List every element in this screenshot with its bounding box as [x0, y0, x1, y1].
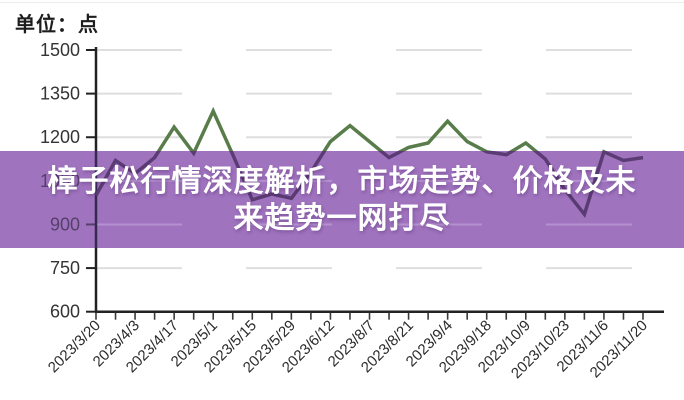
top-divider — [0, 2, 684, 3]
article-title-line1: 樟子松行情深度解析，市场走势、价格及未 — [47, 164, 637, 198]
y-axis-label-750: 750 — [50, 258, 80, 278]
y-axis-label-600: 600 — [50, 302, 80, 322]
article-title: 樟子松行情深度解析，市场走势、价格及未 来趋势一网打尽 — [0, 151, 684, 248]
y-axis-label-1350: 1350 — [40, 84, 80, 104]
unit-label: 单位：点 — [15, 14, 99, 36]
y-axis-label-1200: 1200 — [40, 127, 80, 147]
article-title-line2: 来趋势一网打尽 — [233, 201, 451, 235]
y-axis-label-1500: 1500 — [40, 40, 80, 60]
